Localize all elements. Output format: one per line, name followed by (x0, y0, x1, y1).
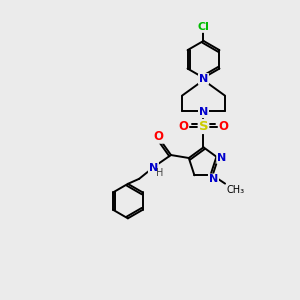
Text: H: H (156, 168, 163, 178)
Text: S: S (199, 120, 208, 133)
Text: Cl: Cl (198, 22, 209, 32)
Text: N: N (209, 174, 218, 184)
Text: N: N (199, 107, 208, 117)
Text: N: N (217, 153, 226, 163)
Text: N: N (149, 163, 158, 172)
Text: CH₃: CH₃ (226, 185, 245, 195)
Text: N: N (199, 74, 208, 84)
Text: O: O (178, 120, 188, 133)
Text: O: O (219, 120, 229, 133)
Text: O: O (154, 130, 164, 143)
